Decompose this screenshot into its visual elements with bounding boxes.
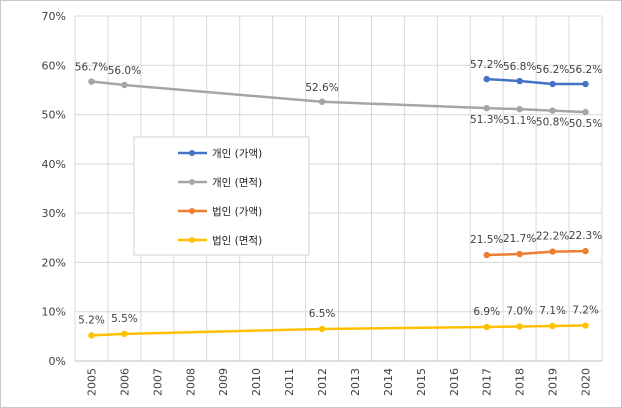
y-tick-label: 60%: [42, 59, 66, 72]
x-tick-label: 2013: [349, 368, 362, 396]
data-point: [516, 77, 523, 85]
data-label: 22.3%: [569, 230, 602, 242]
data-label: 56.0%: [108, 65, 141, 77]
y-tick-label: 70%: [42, 10, 66, 23]
data-label: 51.3%: [470, 114, 503, 126]
x-tick-label: 2005: [85, 368, 98, 396]
x-tick-label: 2017: [481, 368, 494, 396]
data-label: 5.2%: [78, 314, 105, 326]
x-tick-label: 2014: [382, 368, 395, 396]
data-point: [549, 322, 556, 330]
data-point: [549, 80, 556, 88]
data-point: [121, 330, 128, 338]
legend-swatch-marker: [189, 150, 195, 156]
data-point: [318, 325, 326, 333]
data-label: 50.5%: [569, 118, 602, 130]
legend-swatch-marker: [189, 208, 195, 214]
data-point: [582, 80, 589, 88]
y-tick-label: 50%: [42, 109, 66, 122]
data-label: 6.9%: [473, 306, 500, 318]
x-tick-label: 2006: [118, 368, 131, 396]
y-tick-label: 10%: [42, 306, 66, 319]
x-tick-label: 2020: [580, 368, 593, 396]
y-tick-label: 30%: [42, 207, 66, 220]
data-label: 21.5%: [470, 234, 503, 246]
data-point: [318, 98, 326, 105]
y-tick-label: 40%: [42, 158, 66, 171]
legend-swatch-marker: [189, 179, 195, 185]
data-point: [516, 250, 523, 258]
data-point: [582, 108, 589, 116]
legend-label: 법인 (가액): [212, 206, 262, 218]
data-point: [516, 105, 523, 113]
data-point: [549, 248, 556, 255]
data-point: [483, 75, 490, 83]
data-label: 51.1%: [503, 115, 536, 127]
x-tick-label: 2012: [316, 368, 329, 396]
data-label: 7.1%: [539, 305, 566, 317]
data-label: 7.0%: [506, 306, 533, 318]
y-tick-label: 0%: [49, 355, 66, 368]
data-label: 5.5%: [111, 313, 138, 325]
x-tick-label: 2008: [184, 368, 197, 396]
data-label: 52.6%: [305, 82, 338, 94]
data-point: [516, 323, 523, 330]
data-point: [549, 107, 556, 114]
series-line: [486, 249, 586, 257]
data-point: [483, 104, 490, 112]
data-label: 50.8%: [536, 117, 569, 129]
x-tick-label: 2018: [514, 368, 527, 396]
data-label: 6.5%: [309, 308, 336, 320]
data-point: [483, 251, 490, 259]
data-point: [582, 247, 589, 255]
data-label: 21.7%: [503, 233, 536, 245]
data-point: [582, 322, 589, 329]
data-point: [88, 78, 95, 85]
legend-box: [133, 136, 310, 256]
legend-label: 개인 (가액): [212, 148, 262, 160]
series-line: [486, 77, 586, 86]
data-label: 56.8%: [503, 61, 536, 73]
data-label: 57.2%: [470, 59, 503, 71]
data-label: 22.2%: [536, 231, 569, 243]
legend-label: 개인 (면적): [212, 177, 262, 189]
legend-label: 법인 (면적): [212, 235, 262, 247]
data-point: [483, 323, 490, 331]
x-tick-label: 2009: [217, 368, 230, 396]
data-label: 7.2%: [572, 305, 599, 317]
y-tick-label: 20%: [42, 256, 66, 269]
x-tick-label: 2007: [151, 368, 164, 396]
x-tick-label: 2010: [250, 368, 263, 396]
legend-swatch-marker: [189, 237, 195, 243]
data-point: [88, 332, 95, 339]
x-tick-label: 2019: [547, 368, 560, 396]
data-point: [121, 81, 128, 89]
data-label: 56.2%: [569, 64, 602, 76]
x-tick-label: 2015: [415, 368, 428, 396]
x-tick-label: 2016: [448, 368, 461, 396]
data-label: 56.7%: [75, 62, 108, 74]
data-label: 56.2%: [536, 64, 569, 76]
x-tick-label: 2011: [283, 368, 296, 396]
